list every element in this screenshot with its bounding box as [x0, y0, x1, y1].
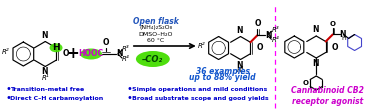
Text: Cannabinoid CB2
receptor agonist: Cannabinoid CB2 receptor agonist — [291, 86, 364, 106]
Text: N: N — [312, 26, 319, 35]
Text: O: O — [254, 19, 261, 28]
Text: H: H — [52, 43, 60, 52]
Text: N: N — [236, 26, 243, 35]
Text: R²: R² — [2, 49, 9, 55]
Text: N: N — [41, 32, 48, 41]
Text: •: • — [5, 84, 11, 94]
Text: N: N — [265, 31, 272, 40]
Text: R⁴: R⁴ — [122, 56, 130, 62]
Text: Direct C–H carbamoylation: Direct C–H carbamoylation — [10, 95, 104, 100]
Text: •: • — [127, 84, 133, 94]
Text: R⁴: R⁴ — [271, 37, 279, 43]
Ellipse shape — [136, 51, 170, 67]
Text: +: + — [67, 47, 79, 61]
Text: N: N — [340, 30, 346, 39]
Text: N: N — [312, 59, 319, 68]
Text: up to 88% yield: up to 88% yield — [189, 73, 256, 82]
Text: Open flask: Open flask — [133, 17, 179, 26]
Text: O: O — [103, 38, 109, 47]
Text: O: O — [63, 50, 70, 58]
Text: O: O — [302, 80, 308, 86]
Text: 36 examples: 36 examples — [195, 66, 249, 75]
Text: •: • — [127, 93, 133, 103]
Text: –CO₂: –CO₂ — [142, 55, 163, 63]
Text: (NH₄)₂S₂O₈: (NH₄)₂S₂O₈ — [139, 26, 172, 31]
Text: N: N — [236, 61, 243, 70]
Ellipse shape — [80, 49, 102, 59]
Text: O: O — [332, 43, 338, 52]
Text: R¹: R¹ — [237, 67, 244, 73]
Text: 60 °C: 60 °C — [147, 38, 164, 43]
Text: N: N — [116, 50, 122, 58]
Text: R¹: R¹ — [42, 74, 49, 80]
Text: Simple operations and mild conditions: Simple operations and mild conditions — [132, 86, 267, 91]
Text: Broad substrate scope and good yields: Broad substrate scope and good yields — [132, 95, 268, 100]
Text: •: • — [5, 93, 11, 103]
Text: HOOC: HOOC — [79, 50, 104, 58]
Text: H: H — [342, 37, 346, 42]
Text: R³: R³ — [122, 46, 130, 52]
Text: R²: R² — [198, 43, 205, 49]
Text: Transition-metal free: Transition-metal free — [10, 86, 85, 91]
Ellipse shape — [50, 43, 62, 52]
Text: N: N — [41, 67, 48, 76]
Text: O: O — [256, 44, 263, 53]
Text: O: O — [330, 22, 336, 28]
Text: R³: R³ — [271, 27, 279, 33]
Text: DMSO–H₂O: DMSO–H₂O — [139, 32, 173, 37]
